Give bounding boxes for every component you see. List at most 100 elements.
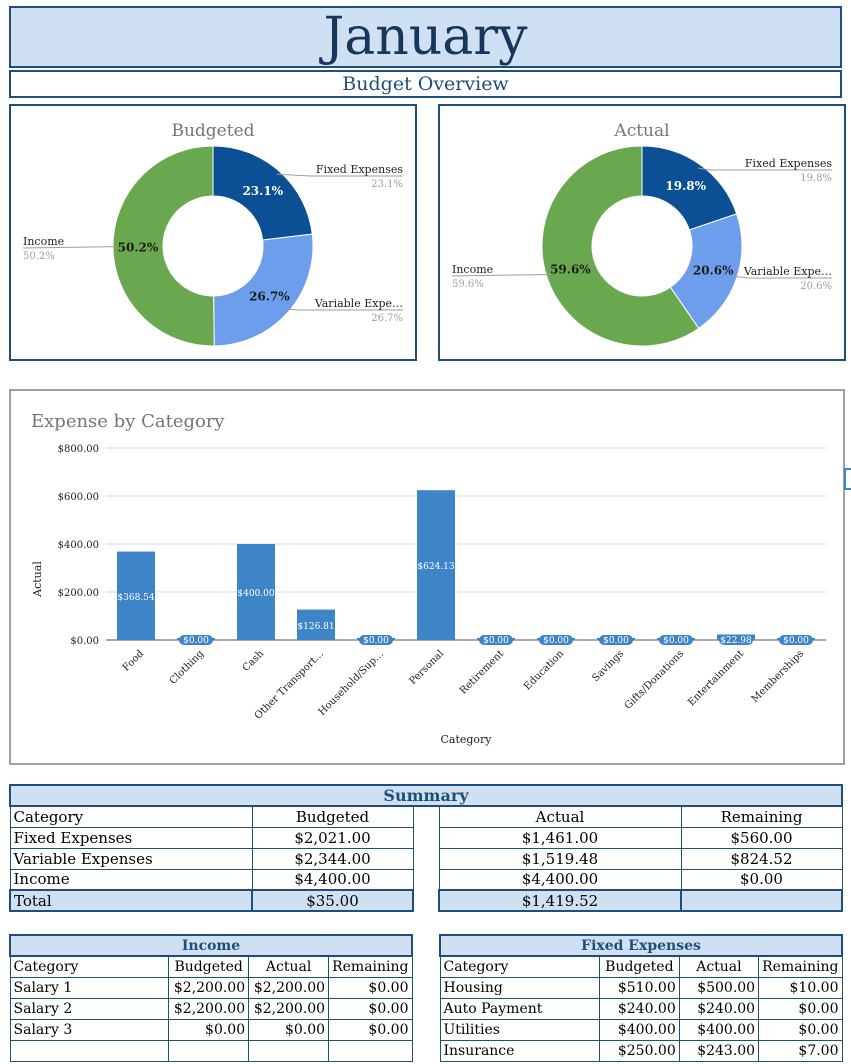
fixed-cell-actual[interactable]: $500.00 <box>678 976 760 999</box>
fixed-cell-budgeted[interactable]: $400.00 <box>598 1018 680 1041</box>
table-row[interactable]: Insurance $250.00 $243.00 $7.00 <box>439 1039 843 1062</box>
summary-cell-budgeted[interactable]: $2,021.00 <box>251 826 414 849</box>
income-cell-actual[interactable] <box>248 1039 330 1062</box>
summary-header-budgeted: Budgeted <box>251 805 414 828</box>
income-cell-budgeted[interactable]: $0.00 <box>168 1018 250 1041</box>
income-cell-actual[interactable]: $0.00 <box>248 1018 330 1041</box>
fixed-header-remaining: Remaining <box>758 955 843 978</box>
actual-pie-panel[interactable]: Actual 19.8% Fixed Expenses 19.8% 20.6% Varia… <box>438 104 846 361</box>
income-cell-category[interactable]: Salary 1 <box>9 976 170 999</box>
income-cell-remaining[interactable]: $0.00 <box>328 976 413 999</box>
bar-food[interactable] <box>117 551 155 640</box>
summary-cell-actual[interactable]: $1,461.00 <box>438 826 682 849</box>
table-row[interactable]: Salary 1 $2,200.00 $2,200.00 $0.00 <box>9 976 413 999</box>
x-tick-label: Household/Sup… <box>317 648 387 718</box>
summary-total-label[interactable]: Total <box>9 889 253 912</box>
fixed-cell-actual[interactable]: $240.00 <box>678 997 760 1020</box>
fixed-cell-category[interactable]: Auto Payment <box>439 997 600 1020</box>
fixed-cell-category[interactable]: Insurance <box>439 1039 600 1062</box>
bar-cash[interactable] <box>237 544 275 640</box>
income-cell-category[interactable]: Salary 3 <box>9 1018 170 1041</box>
pie-slice-variable-expenses[interactable] <box>213 233 314 347</box>
income-cell-remaining[interactable]: $0.00 <box>328 1018 413 1041</box>
summary-cell-budgeted[interactable]: $2,344.00 <box>251 847 414 870</box>
fixed-cell-actual[interactable]: $400.00 <box>678 1018 760 1041</box>
income-cell-remaining[interactable]: $0.00 <box>328 997 413 1020</box>
summary-cell-remaining[interactable]: $824.52 <box>680 847 843 870</box>
fixed-cell-budgeted[interactable]: $240.00 <box>598 997 680 1020</box>
expense-bar-chart[interactable]: Expense by Category $0.00 $200.00 $400.00 $6… <box>11 391 843 763</box>
summary-cell-category[interactable]: Variable Expenses <box>9 847 253 870</box>
table-row[interactable]: Salary 3 $0.00 $0.00 $0.00 <box>9 1018 413 1041</box>
fixed-cell-remaining[interactable]: $10.00 <box>758 976 843 999</box>
bar-value-pill <box>599 635 633 645</box>
bar-other-transport-[interactable] <box>297 609 335 640</box>
summary-total-budgeted[interactable]: $35.00 <box>251 889 414 912</box>
bar-value-label: $22.98 <box>720 636 752 646</box>
budgeted-pie-panel[interactable]: Budgeted 23.1% Fixed Expenses 23.1% 26.7% Var… <box>9 104 417 361</box>
fixed-cell-category[interactable]: Utilities <box>439 1018 600 1041</box>
fixed-cell-actual[interactable]: $243.00 <box>678 1039 760 1062</box>
income-cell-category[interactable] <box>9 1039 170 1062</box>
summary-cell-actual[interactable]: $1,519.48 <box>438 847 682 870</box>
table-row-empty[interactable] <box>9 1039 413 1062</box>
bar-value-label: $0.00 <box>543 636 569 646</box>
pie-leader-line <box>451 274 551 277</box>
summary-total-actual[interactable]: $1,419.52 <box>438 889 682 912</box>
income-header-remaining: Remaining <box>328 955 413 978</box>
table-row[interactable]: Variable Expenses $2,344.00 $1,519.48 $8… <box>9 847 843 870</box>
income-cell-actual[interactable]: $2,200.00 <box>248 997 330 1020</box>
bar-value-pill <box>779 635 813 645</box>
expense-bar-panel[interactable]: Expense by Category $0.00 $200.00 $400.00 $6… <box>9 389 845 765</box>
bar-value-label: $126.81 <box>297 622 334 632</box>
income-header-category: Category <box>9 955 170 978</box>
income-cell-budgeted[interactable] <box>168 1039 250 1062</box>
pie-outer-pct: 26.7% <box>371 313 403 324</box>
fixed-cell-remaining[interactable]: $0.00 <box>758 997 843 1020</box>
table-row[interactable]: Salary 2 $2,200.00 $2,200.00 $0.00 <box>9 997 413 1020</box>
fixed-cell-category[interactable]: Housing <box>439 976 600 999</box>
summary-total-row[interactable]: Total $35.00 $1,419.52 <box>9 889 843 912</box>
pie-outer-label: Fixed Expenses <box>316 163 403 176</box>
bar-value-pill <box>719 635 753 645</box>
pie-slice-variable-expenses[interactable] <box>669 213 743 330</box>
summary-header-remaining: Remaining <box>680 805 843 828</box>
income-header-budgeted: Budgeted <box>168 955 250 978</box>
pie-leader-line <box>276 173 403 177</box>
selection-handle[interactable] <box>844 468 851 490</box>
fixed-cell-budgeted[interactable]: $510.00 <box>598 976 680 999</box>
summary-cell-category[interactable]: Income <box>9 868 253 891</box>
fixed-cell-budgeted[interactable]: $250.00 <box>598 1039 680 1062</box>
summary-table: Summary Category Budgeted Actual Remaini… <box>9 784 843 912</box>
bar-value-label: $0.00 <box>363 636 389 646</box>
summary-cell-remaining[interactable]: $560.00 <box>680 826 843 849</box>
fixed-cell-remaining[interactable]: $0.00 <box>758 1018 843 1041</box>
table-row[interactable]: Auto Payment $240.00 $240.00 $0.00 <box>439 997 843 1020</box>
table-row[interactable]: Fixed Expenses $2,021.00 $1,461.00 $560.… <box>9 826 843 849</box>
table-row[interactable]: Income $4,400.00 $4,400.00 $0.00 <box>9 868 843 891</box>
table-row[interactable]: Housing $510.00 $500.00 $10.00 <box>439 976 843 999</box>
bar-personal[interactable] <box>417 490 455 640</box>
summary-cell-budgeted[interactable]: $4,400.00 <box>251 868 414 891</box>
income-cell-actual[interactable]: $2,200.00 <box>248 976 330 999</box>
pie-outer-label: Variable Expe… <box>314 297 403 310</box>
budgeted-pie-chart[interactable]: Budgeted 23.1% Fixed Expenses 23.1% 26.7% Var… <box>11 106 415 359</box>
income-header-actual: Actual <box>248 955 330 978</box>
summary-cell-remaining[interactable]: $0.00 <box>680 868 843 891</box>
income-cell-category[interactable]: Salary 2 <box>9 997 170 1020</box>
pie-slice-fixed-expenses[interactable] <box>212 145 313 241</box>
pie-slice-income[interactable] <box>112 145 215 347</box>
summary-cell-actual[interactable]: $4,400.00 <box>438 868 682 891</box>
fixed-cell-remaining[interactable]: $7.00 <box>758 1039 843 1062</box>
income-cell-budgeted[interactable]: $2,200.00 <box>168 976 250 999</box>
income-cell-budgeted[interactable]: $2,200.00 <box>168 997 250 1020</box>
x-tick-label: Savings <box>590 648 626 684</box>
pie-outer-label: Income <box>452 263 493 276</box>
table-row[interactable]: Utilities $400.00 $400.00 $0.00 <box>439 1018 843 1041</box>
income-cell-remaining[interactable] <box>328 1039 413 1062</box>
summary-total-remaining[interactable] <box>680 889 843 912</box>
x-tick-label: Cash <box>241 648 267 674</box>
summary-cell-category[interactable]: Fixed Expenses <box>9 826 253 849</box>
actual-pie-chart[interactable]: Actual 19.8% Fixed Expenses 19.8% 20.6% Varia… <box>440 106 844 359</box>
pie-slice-income[interactable] <box>541 145 700 347</box>
